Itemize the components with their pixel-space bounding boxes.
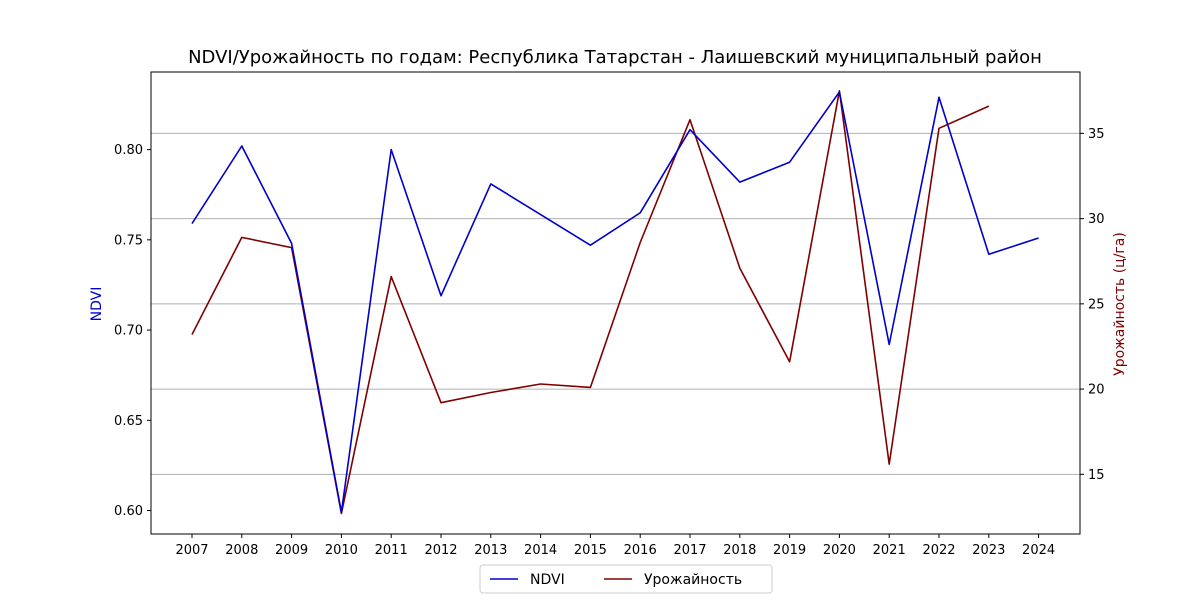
- left-y-tick-label: 0.70: [114, 324, 143, 339]
- x-tick-label: 2022: [922, 543, 955, 558]
- x-tick-label: 2020: [823, 543, 856, 558]
- series-line-yield: [191, 90, 990, 515]
- x-tick-label: 2016: [624, 543, 657, 558]
- x-tick-label: 2012: [424, 543, 457, 558]
- x-tick-label: 2023: [972, 543, 1005, 558]
- left-y-tick-label: 0.65: [114, 414, 143, 429]
- right-y-tick-label: 35: [1088, 127, 1105, 142]
- x-tick-label: 2017: [673, 543, 706, 558]
- right-y-tick-label: 25: [1088, 297, 1105, 312]
- plot-frame: [150, 71, 1081, 535]
- legend-label: NDVI: [530, 572, 565, 588]
- axes-layer: 2007 2008 2009 2010 2011 2012 2013 2014 2015 2016…: [114, 127, 1105, 558]
- x-tick-label: 2014: [524, 543, 557, 558]
- x-tick-label: 2019: [773, 543, 806, 558]
- x-tick-label: 2011: [375, 543, 408, 558]
- x-tick-label: 2015: [574, 543, 607, 558]
- x-tick-label: 2007: [175, 543, 208, 558]
- x-tick-label: 2010: [325, 543, 358, 558]
- x-tick-label: 2018: [723, 543, 756, 558]
- series-layer: [191, 90, 1039, 515]
- x-tick-label: 2009: [275, 543, 308, 558]
- x-tick-label: 2013: [474, 543, 507, 558]
- series-line-ndvi: [191, 91, 1039, 514]
- right-y-tick-label: 30: [1088, 212, 1105, 227]
- x-tick-label: 2024: [1022, 543, 1055, 558]
- x-tick-label: 2008: [225, 543, 258, 558]
- left-axis-label: NDVI: [89, 287, 105, 322]
- left-y-tick-label: 0.60: [114, 504, 143, 519]
- right-y-tick-label: 15: [1088, 468, 1105, 483]
- legend-label: Урожайность: [644, 572, 742, 588]
- right-y-tick-label: 20: [1088, 383, 1105, 398]
- left-y-tick-label: 0.75: [114, 233, 143, 248]
- left-y-tick-label: 0.80: [114, 143, 143, 158]
- chart-title: NDVI/Урожайность по годам: Республика Та…: [188, 47, 1042, 68]
- right-axis-label: Урожайность (ц/га): [1112, 232, 1128, 376]
- grid-layer: [151, 132, 1080, 475]
- legend: NDVI Урожайность: [479, 564, 773, 594]
- x-tick-label: 2021: [873, 543, 906, 558]
